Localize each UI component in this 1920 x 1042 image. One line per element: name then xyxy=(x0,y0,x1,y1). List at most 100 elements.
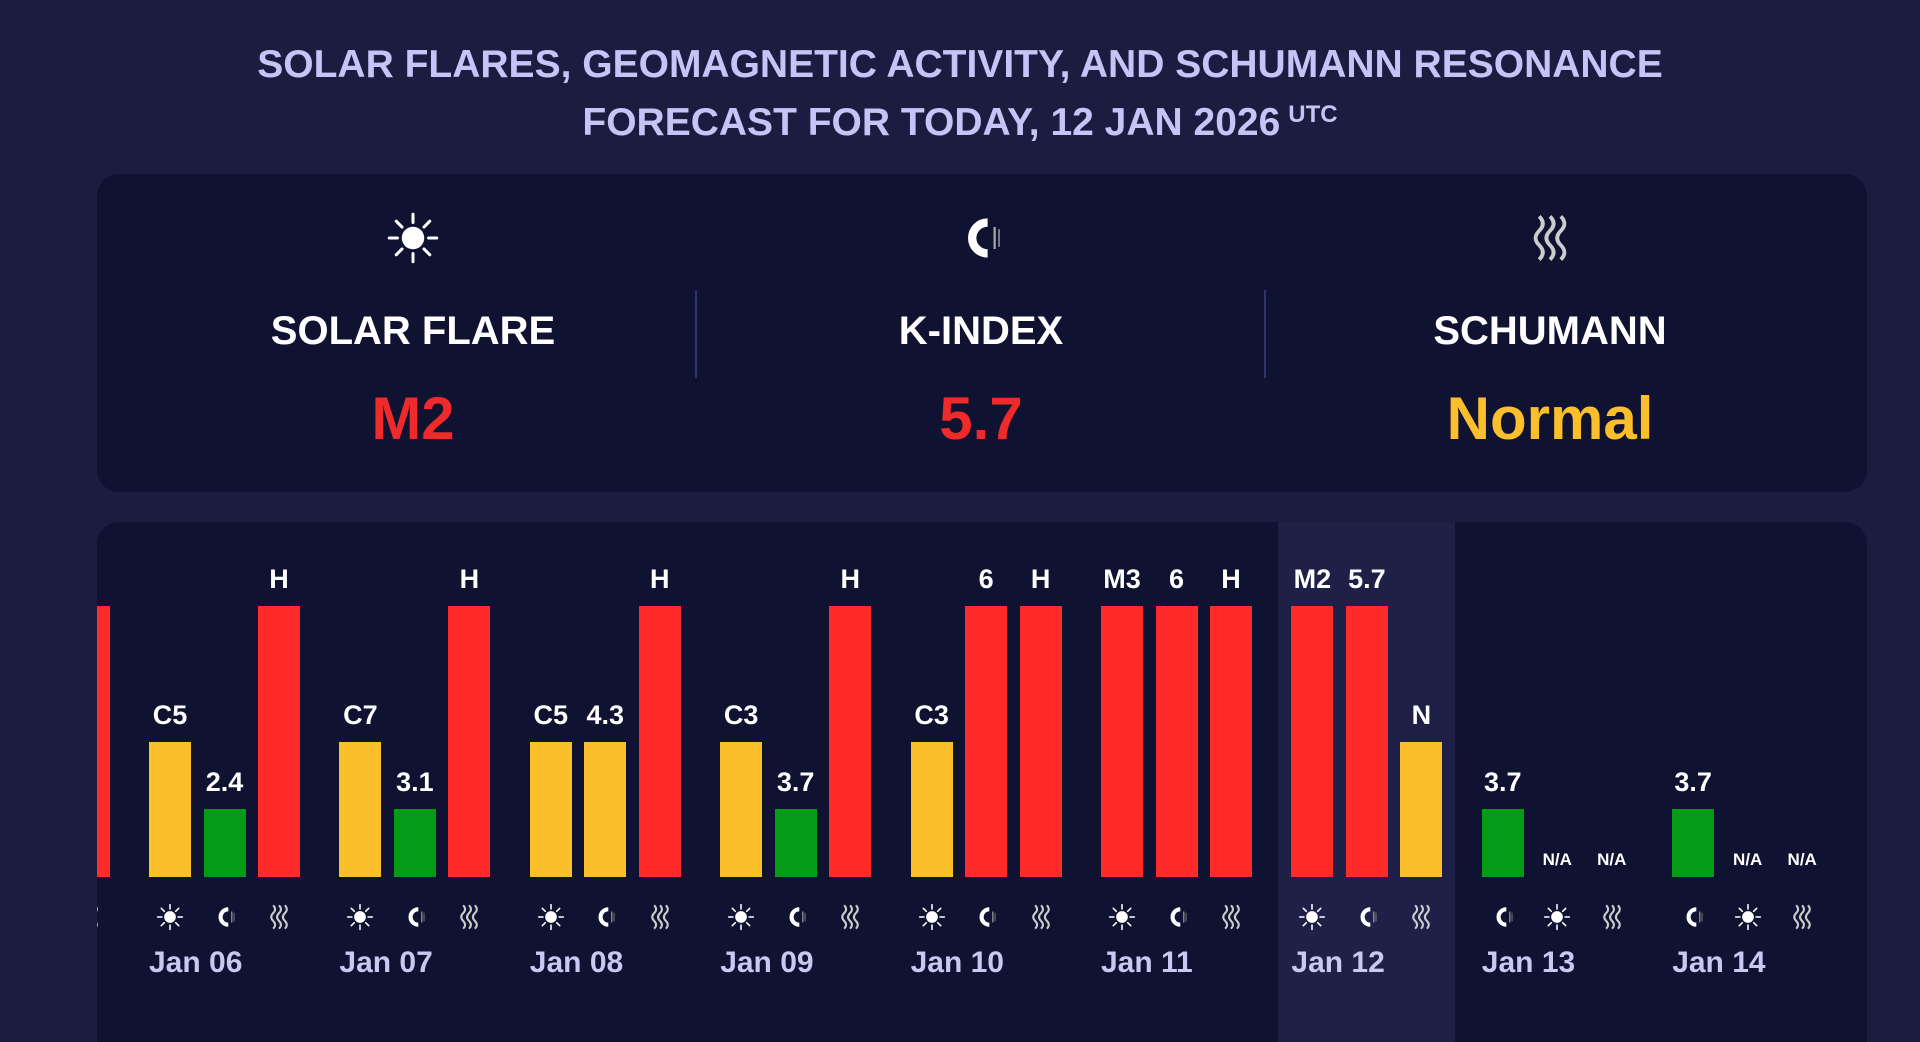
divider xyxy=(1264,290,1266,378)
flare-value-label: M2 xyxy=(1293,564,1332,594)
flare-value-label: N/A xyxy=(1733,850,1763,869)
waves-icon xyxy=(1781,900,1823,934)
schumann-bar[interactable] xyxy=(1210,606,1252,877)
day-group: C7 3.1 H Jan 07 xyxy=(339,522,503,1042)
day-group: C3 3.7 H Jan 09 xyxy=(720,522,884,1042)
flare-value-label: N/A xyxy=(1542,850,1572,869)
kindex-bar[interactable] xyxy=(203,809,246,877)
sun-icon xyxy=(911,900,953,934)
waves-icon xyxy=(258,900,300,934)
day-date-label: Jan 06 xyxy=(149,946,243,979)
schumann-bar[interactable] xyxy=(1019,606,1062,877)
flare-bar[interactable] xyxy=(339,741,382,877)
day-date-label: Jan 08 xyxy=(529,946,624,979)
schumann-bar[interactable] xyxy=(1400,741,1443,877)
title-line-2: FORECAST FOR TODAY, 12 JAN 2026 UTC xyxy=(582,101,1338,144)
divider xyxy=(695,290,697,378)
kindex-bar[interactable] xyxy=(1672,809,1715,877)
flare-bar[interactable] xyxy=(149,741,191,877)
day-group: 3.7 N/A N/A Jan 14 xyxy=(1672,522,1836,1042)
summary-value: 5.7 xyxy=(939,385,1023,452)
flare-bar[interactable] xyxy=(720,741,763,877)
schumann-value-label: N/A xyxy=(1787,850,1817,869)
sun-icon xyxy=(149,900,191,934)
magnet-icon xyxy=(1482,900,1524,934)
sun-icon xyxy=(530,900,572,934)
waves-icon xyxy=(829,900,871,934)
magnet-icon xyxy=(204,900,246,934)
kindex-value-label: 2.4 xyxy=(205,767,244,798)
waves-icon xyxy=(1210,900,1252,934)
kindex-value-label: 3.7 xyxy=(776,767,815,798)
waves-icon xyxy=(1400,900,1442,934)
today-summary-card: SOLAR FLARE M2 K-INDEX 5.7 SCHUMANN Norm… xyxy=(97,174,1867,492)
schumann-value-label: H xyxy=(1030,564,1051,594)
flare-value-label: C3 xyxy=(723,699,759,730)
magnet-icon xyxy=(775,900,817,934)
kindex-bar[interactable] xyxy=(1155,606,1198,877)
schumann-bar[interactable] xyxy=(448,606,491,877)
schumann-bar[interactable] xyxy=(638,606,681,877)
summary-solar-flare: SOLAR FLARE M2 xyxy=(118,174,708,492)
waves-icon xyxy=(1255,212,1845,264)
flare-bar[interactable] xyxy=(1101,606,1143,877)
day-date-label: Jan 13 xyxy=(1481,946,1576,979)
summary-schumann: SCHUMANN Normal xyxy=(1255,174,1845,492)
summary-k-index: K-INDEX 5.7 xyxy=(686,174,1276,492)
day-date-label: Jan 12 xyxy=(1291,946,1385,979)
flare-value-label: C7 xyxy=(343,699,378,730)
forecast-bar-chart[interactable]: H C5 2.4 H Jan 06 C7 3.1 H Jan 07 C5 4.3 H Jan 08 C3 3… xyxy=(97,522,1867,1042)
flare-bar[interactable] xyxy=(529,741,572,877)
flare-value-label: C5 xyxy=(152,699,188,730)
flare-bar[interactable] xyxy=(1291,606,1334,877)
kindex-bar[interactable] xyxy=(393,809,436,877)
schumann-value-label: H xyxy=(459,564,480,594)
waves-icon xyxy=(448,900,490,934)
schumann-bar[interactable] xyxy=(829,606,872,877)
kindex-bar[interactable] xyxy=(965,606,1008,877)
schumann-value-label: H xyxy=(650,564,670,594)
day-group: C5 4.3 H Jan 08 xyxy=(529,522,694,1042)
kindex-value-label: 3.7 xyxy=(1484,767,1522,798)
day-date-label: Jan 11 xyxy=(1101,946,1193,979)
schumann-value-label: H xyxy=(840,564,860,594)
kindex-bar[interactable] xyxy=(1345,606,1388,877)
kindex-value-label: 3.7 xyxy=(1674,767,1712,798)
day-group: 3.7 N/A N/A Jan 13 xyxy=(1481,522,1646,1042)
magnet-icon xyxy=(1346,900,1388,934)
day-date-label: Jan 07 xyxy=(339,946,433,979)
sun-icon xyxy=(1291,900,1333,934)
day-group: M3 6 H Jan 11 xyxy=(1101,522,1265,1042)
sun-icon xyxy=(1101,900,1143,934)
sun-icon xyxy=(339,900,381,934)
day-date-label: Jan 10 xyxy=(910,946,1004,979)
flare-bar[interactable] xyxy=(910,741,953,877)
magnet-icon xyxy=(686,212,1276,264)
flare-value-label: M3 xyxy=(1103,564,1141,594)
day-group: C5 2.4 H Jan 06 xyxy=(149,522,313,1042)
title-line-1: SOLAR FLARES, GEOMAGNETIC ACTIVITY, AND … xyxy=(257,43,1663,86)
schumann-bar[interactable] xyxy=(258,606,300,877)
kindex-value-label: 4.3 xyxy=(586,699,625,730)
schumann-bar[interactable] xyxy=(97,606,110,877)
day-date-label: Jan 09 xyxy=(720,946,814,979)
kindex-value-label: 3.1 xyxy=(396,767,434,798)
sun-icon xyxy=(1536,900,1578,934)
kindex-value-label: 5.7 xyxy=(1348,564,1386,594)
summary-label: K-INDEX xyxy=(898,309,1064,353)
summary-label: SOLAR FLARE xyxy=(270,309,556,353)
schumann-value-label: H xyxy=(269,564,289,594)
kindex-bar[interactable] xyxy=(774,809,817,877)
magnet-icon xyxy=(1156,900,1198,934)
kindex-bar[interactable] xyxy=(1481,809,1524,877)
sun-icon xyxy=(720,900,762,934)
timezone: UTC xyxy=(1288,101,1338,128)
summary-label: SCHUMANN xyxy=(1433,309,1667,353)
flare-value-label: C3 xyxy=(914,699,949,730)
day-group: C3 6 H Jan 10 xyxy=(910,522,1075,1042)
kindex-bar[interactable] xyxy=(584,741,627,877)
day-group: M2 5.7 N Jan 12 xyxy=(1291,522,1455,1042)
kindex-value-label: 6 xyxy=(1168,564,1185,594)
schumann-value-label: N xyxy=(1411,699,1432,730)
magnet-icon xyxy=(965,900,1007,934)
